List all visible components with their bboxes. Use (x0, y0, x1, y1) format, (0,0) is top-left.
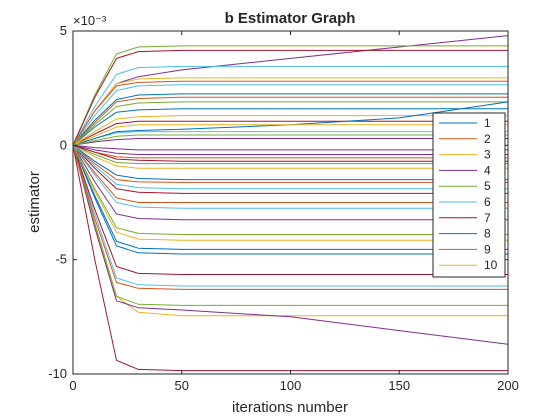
series-line-31 (73, 115, 508, 146)
series-line-13 (73, 145, 508, 287)
series-line-30 (73, 96, 508, 146)
series-line-37 (73, 80, 508, 146)
legend-label: 4 (484, 163, 491, 177)
series-line-9 (73, 144, 508, 183)
series-line-3 (73, 145, 508, 317)
y-tick-label: -10 (48, 366, 67, 381)
series-line-15 (73, 145, 508, 255)
series-line-14 (73, 145, 508, 275)
legend-label: 6 (484, 195, 491, 209)
series-line-5 (73, 45, 508, 146)
x-tick-label: 0 (69, 378, 76, 393)
legend-label: 8 (484, 227, 491, 241)
y-axis-label: estimator (26, 171, 43, 233)
series-line-12 (73, 145, 508, 306)
series-line-29 (73, 108, 508, 146)
series-line-42 (73, 144, 508, 162)
chart-title: b Estimator Graph (225, 10, 356, 27)
legend-label: 5 (484, 179, 491, 193)
series-line-25 (73, 144, 508, 155)
series-line-1 (73, 93, 508, 146)
legend: 1 2 34 5 6 7 89 10 (432, 112, 506, 278)
legend-label: 7 (484, 211, 491, 225)
y-tick-label: 5 (60, 23, 67, 38)
series-layer (73, 35, 508, 372)
y-tick-label: 0 (60, 137, 67, 152)
series-line-24 (73, 144, 508, 169)
legend-box (432, 112, 506, 278)
series-line-41 (73, 144, 508, 190)
series-line-18 (73, 145, 508, 221)
series-line-36 (73, 101, 508, 146)
legend-label: 1 (484, 116, 491, 130)
legend-label: 3 (484, 148, 491, 162)
series-line-28 (73, 120, 508, 146)
legend-label: 2 (484, 132, 491, 146)
series-line-16 (73, 145, 508, 290)
y-axis-exponent: ×10⁻³ (73, 13, 107, 28)
series-line-23 (73, 144, 508, 203)
y-tick-label: -5 (55, 252, 67, 267)
series-line-35 (73, 49, 508, 146)
series-line-7 (73, 145, 508, 372)
series-line-20 (73, 145, 508, 209)
x-tick-label: 50 (175, 378, 189, 393)
series-line-40 (73, 134, 508, 146)
series-line-19 (73, 145, 508, 235)
legend-label: 9 (484, 242, 491, 256)
series-line-32 (73, 138, 508, 146)
series-line-8 (73, 145, 508, 250)
series-line-33 (73, 101, 508, 146)
legend-label: 10 (484, 258, 498, 272)
x-tick-label: 200 (497, 378, 519, 393)
series-line-26 (73, 144, 508, 165)
series-line-34 (73, 84, 508, 146)
series-line-17 (73, 145, 508, 241)
series-line-11 (73, 145, 508, 345)
series-line-22 (73, 144, 508, 181)
series-line-38 (73, 124, 508, 146)
series-line-39 (73, 144, 508, 151)
x-tick-label: 100 (280, 378, 302, 393)
series-line-21 (73, 144, 508, 194)
x-tick-label: 150 (388, 378, 410, 393)
x-axis-label: iterations number (232, 399, 348, 416)
series-line-6 (73, 65, 508, 146)
